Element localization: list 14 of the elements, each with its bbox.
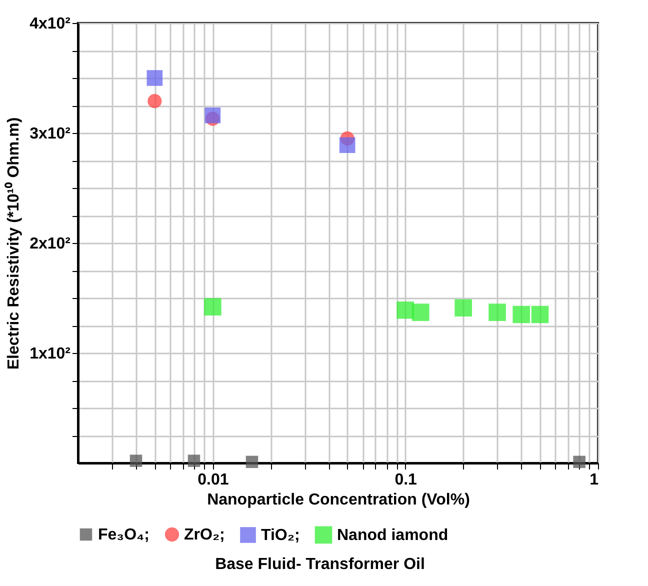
legend-label: ZrO₂; — [184, 526, 225, 544]
x-tick-label: 0.1 — [394, 472, 418, 488]
x-axis-title: Nanoparticle Concentration (Vol%) — [207, 492, 470, 508]
y-tick-label: 1x10² — [30, 346, 70, 362]
y-tick-label: 4x10² — [30, 16, 70, 32]
x-tick-label: 0.01 — [198, 472, 229, 488]
y-tick-label: 2x10² — [30, 236, 70, 252]
legend-label: Fe₃O₄; — [98, 526, 150, 544]
legend-label: Nanod iamond — [337, 526, 448, 544]
y-axis-title: Electric Resistivity (*10¹⁰ Ohm.m) — [4, 117, 23, 370]
text: Base Fluid- Transformer Oil — [214, 556, 426, 574]
legend-label: TiO₂; — [261, 527, 300, 544]
x-tick-label: 1 — [590, 472, 599, 488]
y-tick-label: 3x10² — [30, 126, 70, 142]
